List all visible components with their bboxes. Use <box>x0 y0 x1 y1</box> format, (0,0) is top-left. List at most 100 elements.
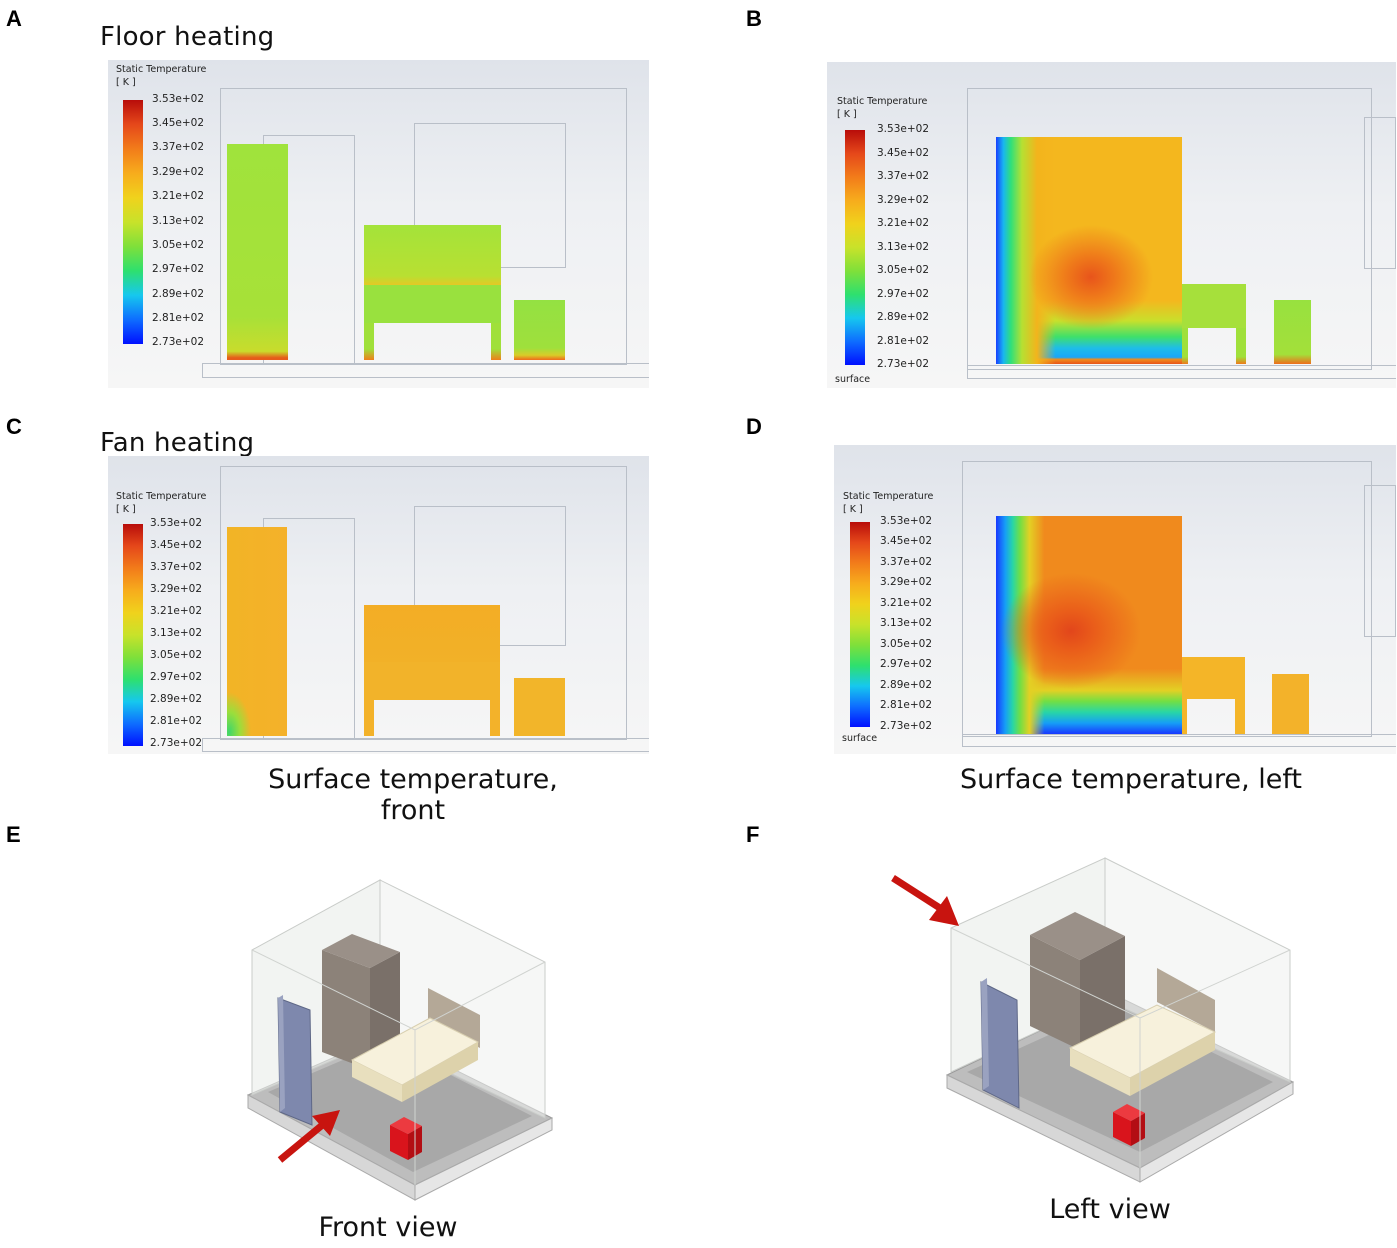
legend-title: Static Temperature[ K ] <box>116 491 207 515</box>
legend-tick: 2.81e+02 <box>152 312 204 324</box>
floor-outline <box>202 738 649 752</box>
room-outline <box>220 88 627 365</box>
legend-tick: 3.21e+02 <box>877 217 929 229</box>
room-outline <box>220 466 627 740</box>
wardrobe-surface <box>996 516 1182 734</box>
legend-tick: 3.37e+02 <box>880 556 932 568</box>
legend-colorbar <box>123 524 143 746</box>
legend-tick: 3.53e+02 <box>880 515 932 527</box>
legend-colorbar <box>845 130 865 365</box>
legend-tick: 3.45e+02 <box>150 539 202 551</box>
view-arrow <box>891 875 945 913</box>
heater-front <box>1113 1112 1131 1146</box>
floor-slab-edge <box>1139 1081 1294 1183</box>
bed-headboard <box>1157 968 1215 1032</box>
bed-headboard-surface <box>1182 284 1246 328</box>
legend-tick: 2.73e+02 <box>880 720 932 732</box>
bed-front <box>352 1060 402 1102</box>
room-3d-front-view <box>246 879 554 1201</box>
legend-surface-label: surface <box>842 733 878 744</box>
bed-leg-left <box>364 323 374 360</box>
wardrobe-surface <box>996 137 1182 364</box>
wardrobe-top <box>322 934 400 968</box>
wardrobe-surface <box>227 144 288 360</box>
legend-tick: 3.53e+02 <box>152 93 204 105</box>
legend-colorbar <box>123 100 143 344</box>
floor-outline <box>967 365 1396 379</box>
bed-leg-right <box>491 323 501 360</box>
door <box>980 981 1020 1109</box>
legend-tick: 2.81e+02 <box>877 335 929 347</box>
floor-slab-edge <box>414 1117 553 1201</box>
legend-tick: 3.05e+02 <box>877 264 929 276</box>
panel-d-left-fan: Static Temperature[ K ] 3.53e+02 3.45e+0… <box>834 445 1396 754</box>
legend-tick: 3.13e+02 <box>152 215 204 227</box>
room-outline <box>962 461 1372 737</box>
legend-tick: 2.97e+02 <box>150 671 202 683</box>
bed-body-surface <box>364 662 500 700</box>
legend-tick: 3.21e+02 <box>880 597 932 609</box>
panel-label-c: C <box>6 414 22 439</box>
legend-title: Static Temperature[ K ] <box>837 96 928 120</box>
wardrobe-top <box>1030 912 1125 960</box>
legend-tick: 3.13e+02 <box>150 627 202 639</box>
legend-tick: 3.29e+02 <box>152 166 204 178</box>
legend-tick: 3.29e+02 <box>877 194 929 206</box>
window-outline <box>1364 117 1396 269</box>
wardrobe-surface <box>227 527 287 736</box>
bed-headboard-surface <box>364 225 501 285</box>
floor-inner <box>268 1042 532 1172</box>
bed-side <box>1130 1032 1215 1096</box>
legend-tick: 2.73e+02 <box>150 737 202 749</box>
legend-colorbar <box>850 522 870 727</box>
heater-surface <box>514 678 565 736</box>
legend-tick: 2.97e+02 <box>880 658 932 670</box>
bed-headboard-surface <box>364 605 500 662</box>
heading-fan-heating: Fan heating <box>100 428 255 458</box>
legend-tick: 3.05e+02 <box>152 239 204 251</box>
panel-label-a: A <box>6 6 22 31</box>
view-arrow <box>277 1119 329 1163</box>
legend-surface-label: surface <box>835 374 871 385</box>
legend-tick: 3.45e+02 <box>152 117 204 129</box>
bed-front <box>1070 1048 1130 1096</box>
legend-tick: 2.89e+02 <box>877 311 929 323</box>
window-outline <box>1364 485 1396 637</box>
bed-headboard-surface <box>1182 657 1245 699</box>
view-arrow-head <box>312 1110 340 1136</box>
legend-tick: 3.21e+02 <box>150 605 202 617</box>
heater-surface <box>1272 674 1309 734</box>
heater-surface <box>1274 300 1311 364</box>
panel-label-f: F <box>746 822 760 847</box>
caption-front-view: Front view <box>318 1212 458 1243</box>
floor-outline <box>202 363 649 378</box>
legend-tick: 3.45e+02 <box>877 147 929 159</box>
view-arrow-head <box>929 896 959 926</box>
panel-c-front-fan: Static Temperature[ K ] 3.53e+02 3.45e+0… <box>108 456 649 754</box>
legend-title: Static Temperature[ K ] <box>116 64 207 88</box>
legend-tick: 3.45e+02 <box>880 535 932 547</box>
wardrobe-front <box>1030 935 1080 1050</box>
bed-leg-left <box>364 700 374 736</box>
bed-leg-left <box>1182 699 1187 734</box>
legend-tick: 2.97e+02 <box>152 263 204 275</box>
panel-label-e: E <box>6 822 21 847</box>
heater-front <box>390 1125 408 1160</box>
legend-tick: 3.37e+02 <box>150 561 202 573</box>
legend-tick: 3.53e+02 <box>877 123 929 135</box>
legend-tick: 3.21e+02 <box>152 190 204 202</box>
door-edge <box>981 978 989 1090</box>
bed-leg-left <box>1182 328 1188 364</box>
bed-headboard <box>428 988 480 1048</box>
legend-tick: 2.89e+02 <box>150 693 202 705</box>
bed-leg-right <box>490 700 500 736</box>
legend-tick: 3.29e+02 <box>150 583 202 595</box>
door <box>277 997 313 1126</box>
heater-top <box>390 1117 422 1134</box>
bed-leg-right <box>1236 328 1246 364</box>
legend-tick: 3.29e+02 <box>880 576 932 588</box>
legend-tick: 2.73e+02 <box>152 336 204 348</box>
legend-tick: 3.05e+02 <box>880 638 932 650</box>
door-edge <box>278 995 285 1112</box>
legend-tick: 3.53e+02 <box>150 517 202 529</box>
